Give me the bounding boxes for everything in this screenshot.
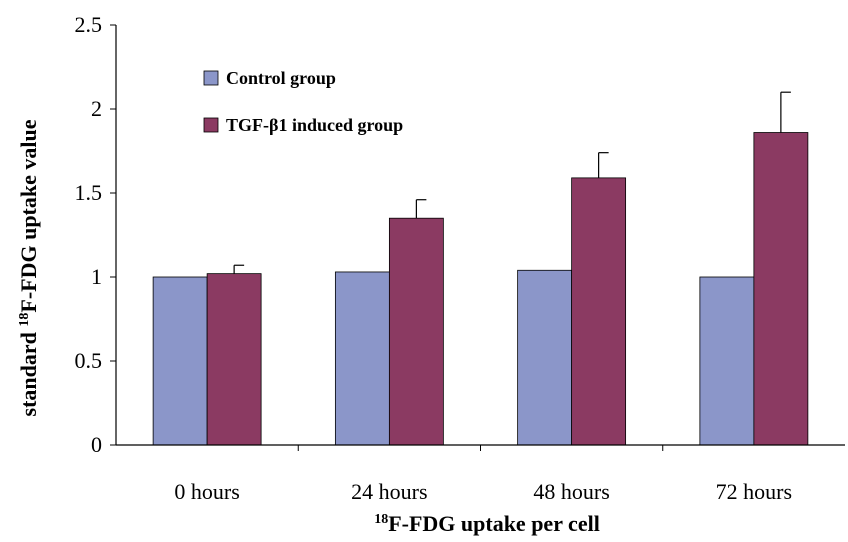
legend-label-tgf: TGF-β1 induced group <box>226 115 403 135</box>
bars-group <box>152 132 809 446</box>
x-axis-title: 18F-FDG uptake per cell <box>374 511 600 536</box>
x-axis-title-text: F-FDG uptake per cell <box>388 511 600 536</box>
legend-swatch-tgf <box>203 117 219 133</box>
bar-tgf-2 <box>571 177 627 446</box>
y-axis-title-text: F-FDG uptake value <box>16 119 41 312</box>
error-bar-0 <box>233 264 245 274</box>
y-tick-label: 1 <box>91 264 102 289</box>
y-ticks-group: 0 0.5 1 1.5 2 2.5 <box>75 12 116 457</box>
bar-tgf-1 <box>388 217 444 446</box>
legend: Control group TGF-β1 induced group <box>203 68 403 135</box>
y-tick-label: 0 <box>91 432 102 457</box>
x-axis-title-superscript: 18 <box>374 512 388 527</box>
y-tick-label: 0.5 <box>75 348 103 373</box>
y-axis-title-superscript: 18 <box>17 313 32 327</box>
x-tick-label: 48 hours <box>533 479 609 504</box>
error-bar-3 <box>780 91 791 133</box>
plot-area: 0 0.5 1 1.5 2 2.5 0 hours 24 hours 48 hours 72 h… <box>75 12 845 504</box>
bar-tgf-0 <box>206 273 262 446</box>
y-tick-label: 2 <box>91 96 102 121</box>
bar-control-1 <box>334 271 390 446</box>
y-axis-title-prefix: standard <box>16 327 41 417</box>
error-bars-group <box>233 91 791 274</box>
legend-swatch-control <box>203 70 219 86</box>
y-axis-title: standard 18F-FDG uptake value <box>16 119 41 416</box>
error-bar-1 <box>415 199 427 219</box>
x-tick-label: 24 hours <box>351 479 427 504</box>
y-tick-label: 1.5 <box>75 180 103 205</box>
x-tick-label: 72 hours <box>716 479 792 504</box>
y-tick-label: 2.5 <box>75 12 103 37</box>
bar-control-3 <box>699 276 755 446</box>
x-tick-label: 0 hours <box>174 479 239 504</box>
bar-tgf-3 <box>753 132 809 446</box>
bar-control-0 <box>152 276 208 446</box>
legend-label-control: Control group <box>226 68 336 88</box>
error-bar-2 <box>598 152 609 178</box>
bar-control-2 <box>517 269 573 446</box>
x-ticks-group: 0 hours 24 hours 48 hours 72 hours <box>174 445 792 504</box>
